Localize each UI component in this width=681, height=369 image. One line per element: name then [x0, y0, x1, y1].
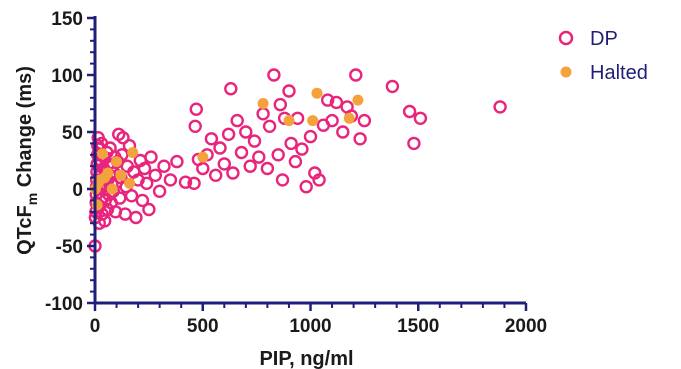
halted-point-4	[97, 148, 108, 160]
plot-points	[88, 68, 507, 253]
halted-point-12	[197, 151, 209, 163]
x-tick-label: 1000	[289, 316, 331, 337]
halted-point-9	[115, 169, 127, 181]
halted-point-10	[124, 177, 135, 189]
legend-label-dp: DP	[590, 28, 618, 50]
dp-point-29	[100, 202, 115, 217]
dp-point-62	[144, 150, 158, 164]
dp-point-77	[213, 141, 227, 155]
x-tick-label: 2000	[505, 316, 547, 337]
dp-point-80	[224, 81, 238, 96]
y-tick-label: -50	[56, 237, 83, 258]
dp-point-83	[234, 145, 249, 160]
dp-point-61	[142, 202, 156, 217]
y-tick-label: 150	[51, 9, 83, 30]
dp-point-90	[262, 119, 277, 134]
legend-marker-dp	[558, 30, 574, 46]
dp-point-113	[353, 132, 367, 146]
dp-point-55	[129, 210, 143, 225]
dp-point-100	[295, 142, 309, 156]
dp-point-89	[260, 161, 275, 176]
legend: DP Halted	[558, 28, 648, 84]
dp-point-45	[113, 191, 127, 205]
dp-point-92	[271, 148, 285, 162]
dp-point-106	[321, 93, 335, 107]
halted-point-13	[257, 98, 269, 109]
x-tick-label: 1500	[397, 316, 439, 337]
dp-point-85	[243, 159, 257, 173]
dp-point-71	[189, 102, 204, 116]
halted-point-11	[127, 147, 139, 158]
dp-point-60	[139, 176, 154, 191]
dp-point-58	[135, 193, 150, 208]
dp-point-86	[247, 134, 262, 148]
y-tick-label: 0	[72, 180, 83, 201]
y-tick-label: 100	[51, 66, 83, 87]
halted-point-17	[343, 112, 355, 124]
dp-point-75	[204, 132, 219, 146]
dp-point-73	[196, 161, 210, 176]
halted-point-15	[307, 115, 319, 127]
dp-point-59	[137, 161, 152, 176]
dp-point-63	[148, 168, 163, 183]
dp-point-69	[187, 176, 201, 191]
dp-point-116	[402, 104, 417, 119]
dp-point-66	[163, 173, 178, 187]
dp-point-93	[273, 97, 287, 112]
y-tick-label: 50	[62, 123, 83, 144]
dp-point-47	[115, 148, 129, 162]
y-tick-label: -100	[45, 294, 83, 315]
dp-point-48	[116, 130, 130, 145]
dp-point-96	[282, 84, 296, 98]
dp-point-119	[493, 100, 507, 114]
dp-point-112	[349, 68, 363, 82]
dp-point-64	[152, 184, 167, 199]
legend-label-halted: Halted	[590, 62, 648, 84]
halted-point-18	[352, 94, 364, 106]
halted-point-14	[283, 115, 295, 127]
dp-point-109	[336, 125, 350, 139]
halted-point-8	[111, 156, 122, 168]
dp-point-84	[239, 125, 253, 139]
dp-point-76	[208, 168, 223, 183]
dp-point-108	[329, 95, 344, 110]
halted-point-6	[102, 167, 114, 179]
dp-point-79	[221, 127, 236, 142]
dp-point-101	[299, 179, 313, 194]
y-axis-title: QTcFm Change (ms)	[14, 66, 40, 255]
x-tick-label: 0	[90, 316, 101, 337]
x-tick-label: 500	[187, 316, 219, 337]
legend-marker-halted	[560, 66, 572, 78]
dp-point-87	[252, 150, 266, 164]
dp-point-114	[357, 113, 372, 128]
dp-point-107	[325, 113, 339, 128]
dp-point-91	[267, 68, 281, 82]
dp-point-82	[230, 113, 244, 128]
dp-point-67	[170, 154, 184, 169]
dp-point-115	[385, 79, 400, 94]
dp-point-97	[284, 136, 298, 151]
halted-point-7	[106, 183, 118, 195]
dp-point-88	[256, 107, 270, 121]
dp-point-68	[178, 175, 193, 189]
dp-point-70	[188, 119, 202, 134]
dp-point-104	[312, 173, 326, 187]
dp-point-94	[275, 173, 290, 187]
dp-point-117	[407, 136, 421, 151]
halted-point-16	[311, 87, 323, 99]
dp-point-81	[226, 166, 240, 180]
x-axis-title: PIP, ng/ml	[259, 348, 353, 369]
dp-point-102	[303, 129, 318, 144]
dp-point-65	[157, 159, 171, 173]
dp-point-78	[217, 157, 232, 171]
dp-point-118	[413, 111, 428, 126]
dp-point-98	[288, 154, 303, 169]
dp-point-53	[124, 189, 139, 203]
